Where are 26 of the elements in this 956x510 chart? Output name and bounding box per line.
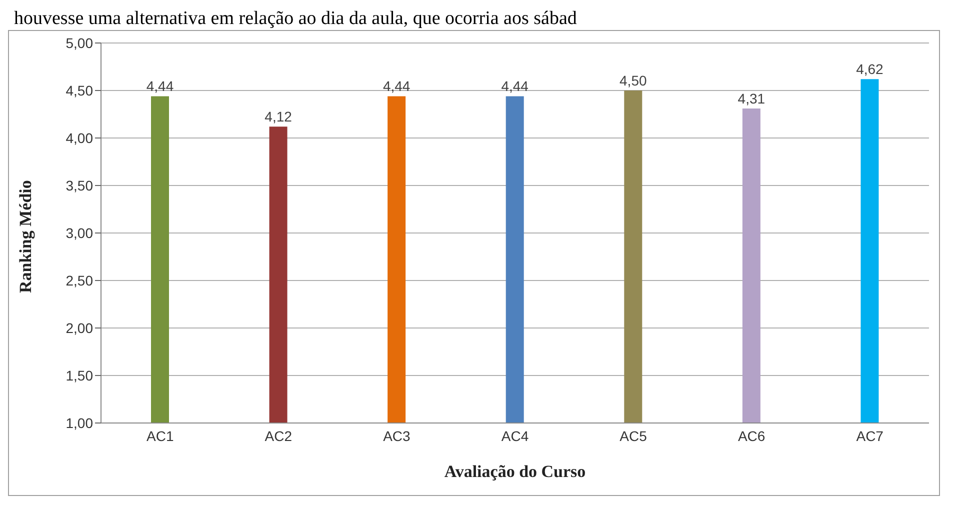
y-tick-label: 4,00 xyxy=(66,130,94,146)
y-axis-title: Ranking Médio xyxy=(16,180,36,293)
y-tick-label: 2,00 xyxy=(66,320,94,336)
y-tick-label: 1,00 xyxy=(66,414,94,431)
data-label: 4,44 xyxy=(146,78,174,94)
data-label: 4,44 xyxy=(501,78,529,94)
data-label: 4,50 xyxy=(620,72,647,88)
x-tick-label: AC3 xyxy=(383,428,411,444)
data-label: 4,62 xyxy=(856,61,884,78)
y-tick-label: 4,50 xyxy=(66,82,94,98)
x-tick-label: AC1 xyxy=(146,428,174,444)
x-tick-label: AC2 xyxy=(264,428,292,444)
y-tick-label: 5,00 xyxy=(66,34,94,51)
y-tick-label: 1,50 xyxy=(66,367,94,384)
data-label: 4,44 xyxy=(382,78,410,94)
text: houvesse uma alternativa em relação ao dia da aula, que ocorria aos sábad xyxy=(14,8,578,30)
y-tick-label: 2,50 xyxy=(66,272,94,288)
data-label: 4,12 xyxy=(264,108,292,125)
x-tick-label: AC6 xyxy=(738,428,766,444)
y-tick-label: 3,00 xyxy=(66,224,94,241)
x-tick-label: AC7 xyxy=(856,428,884,444)
x-tick-label: AC5 xyxy=(620,428,648,444)
x-axis-title: Avaliação do Curso xyxy=(444,462,586,481)
x-tick-label: AC4 xyxy=(501,428,529,444)
data-label: 4,31 xyxy=(738,90,766,107)
y-tick-label: 3,50 xyxy=(66,177,94,194)
